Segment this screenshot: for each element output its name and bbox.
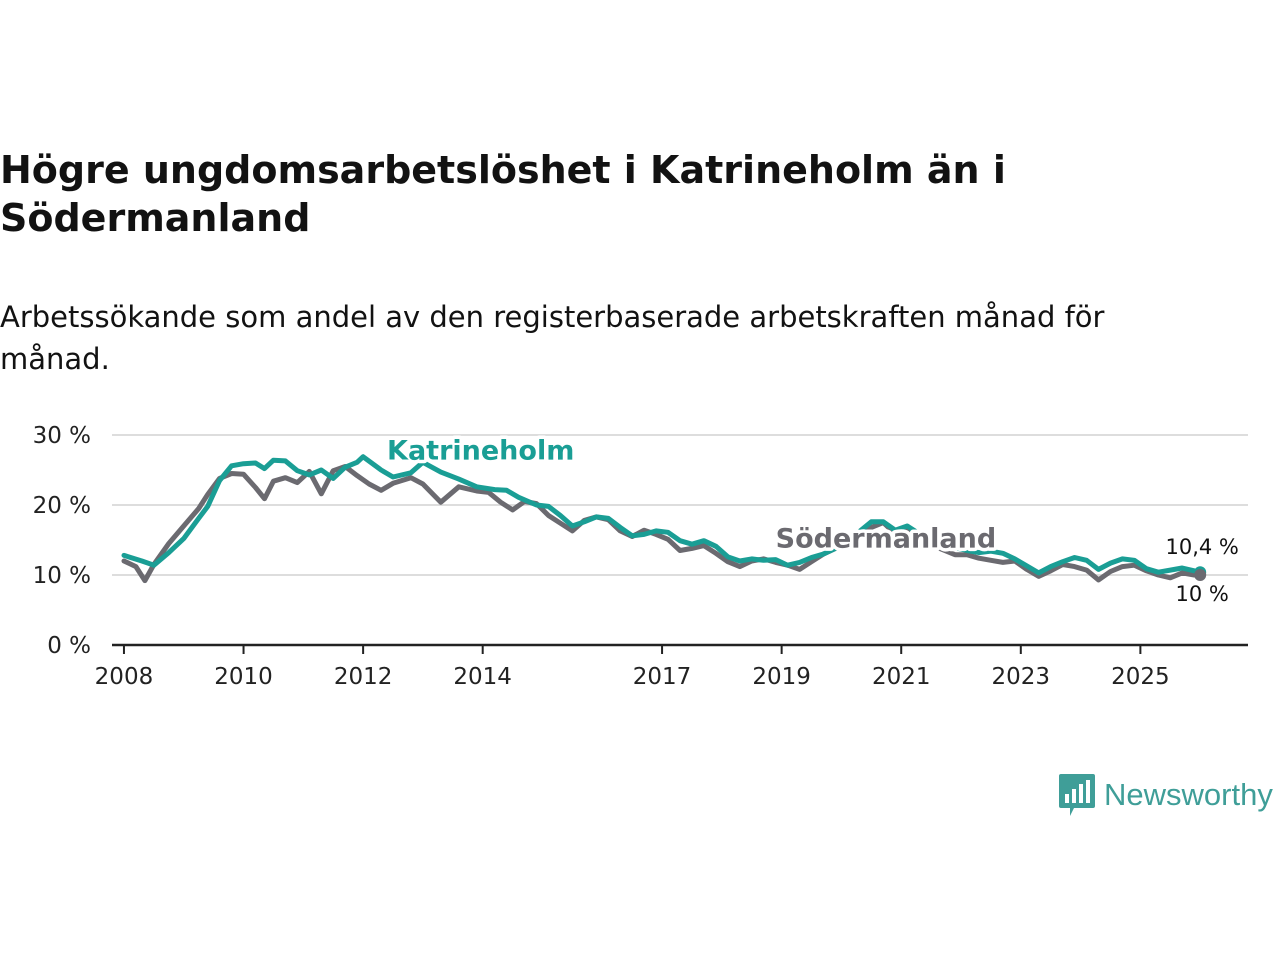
- y-tick-label: 10 %: [33, 563, 91, 589]
- bar-chart-speech-bubble-icon: [1059, 774, 1095, 816]
- series-line-sodermanland: [121, 464, 1203, 584]
- x-tick-label: 2012: [334, 664, 393, 690]
- end-value-label: 10 %: [1175, 582, 1228, 606]
- y-axis-ticks: 0 % 10 % 20 % 30 %: [33, 423, 91, 659]
- y-tick-label: 0 %: [47, 633, 91, 659]
- x-tick-label: 2010: [214, 664, 273, 690]
- series-label-katrineholm: Katrineholm: [387, 436, 574, 467]
- end-point-marker: [1194, 569, 1207, 581]
- x-tick-label: 2014: [453, 664, 512, 690]
- series-label-halo: Katrineholm: [387, 436, 574, 467]
- x-tick-label: 2025: [1111, 664, 1170, 690]
- series-lines: [121, 454, 1207, 584]
- end-value-label: 10,4 %: [1165, 535, 1238, 559]
- chart-title: Högre ungdomsarbetslöshet i Katrineholm …: [0, 148, 1006, 240]
- series-label-sodermanland: Södermanland: [776, 524, 997, 555]
- x-tick-label: 2023: [992, 664, 1051, 690]
- x-tick-label: 2017: [633, 664, 692, 690]
- series-label-halo: Södermanland: [776, 524, 997, 555]
- newsworthy-logo: Newsworthy: [1058, 772, 1273, 818]
- grid-lines: [112, 434, 1248, 576]
- series-line-katrineholm: [121, 454, 1203, 576]
- x-axis: 2008 2010 2012 2014 2017 2019 2021 2023 2025: [95, 643, 1248, 690]
- y-tick-label: 20 %: [33, 493, 91, 519]
- chart-subtitle: Arbetssökande som andel av den registerb…: [0, 300, 1105, 376]
- line-chart: 0 % 10 % 20 % 30 % 2008 2010 2012 2014 2017 2019…: [33, 423, 1248, 690]
- y-tick-label: 30 %: [33, 423, 91, 449]
- x-tick-label: 2008: [95, 664, 154, 690]
- x-tick-label: 2021: [872, 664, 931, 690]
- x-tick-label: 2019: [752, 664, 811, 690]
- brand-name: Newsworthy: [1104, 777, 1273, 812]
